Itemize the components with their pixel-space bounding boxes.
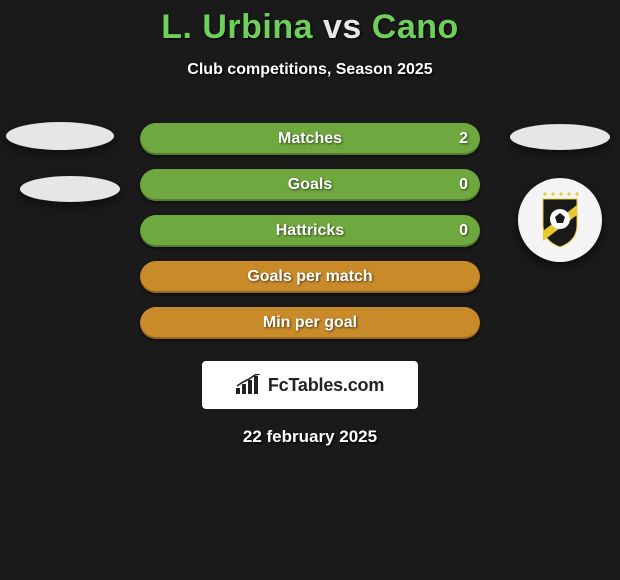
- decorative-ellipse: [6, 122, 114, 150]
- date-label: 22 february 2025: [0, 427, 620, 447]
- branding-text: FcTables.com: [268, 375, 384, 396]
- stat-row: Matches 2: [140, 123, 480, 155]
- stat-label: Matches: [278, 130, 342, 148]
- bar-chart-icon: [236, 374, 262, 396]
- stat-row: Goals 0: [140, 169, 480, 201]
- team-badge: [518, 178, 602, 262]
- stat-right-value: 2: [459, 130, 468, 148]
- stat-right-value: 0: [459, 176, 468, 194]
- stat-label: Goals: [288, 176, 332, 194]
- subtitle: Club competitions, Season 2025: [0, 61, 620, 79]
- stat-label: Min per goal: [263, 314, 357, 332]
- stat-row: Goals per match: [140, 261, 480, 293]
- stat-label: Hattricks: [276, 222, 344, 240]
- branding-box: FcTables.com: [202, 361, 418, 409]
- shield-icon: [525, 185, 595, 255]
- stat-label: Goals per match: [247, 268, 372, 286]
- decorative-ellipse: [510, 124, 610, 150]
- page-title: L. Urbina vs Cano: [0, 0, 620, 47]
- player1-name: L. Urbina: [161, 8, 313, 46]
- stat-row: Hattricks 0: [140, 215, 480, 247]
- stats-container: Matches 2 Goals 0 Hattricks 0 Goals per …: [140, 123, 480, 339]
- decorative-ellipse: [20, 176, 120, 202]
- player2-name: Cano: [372, 8, 459, 46]
- versus-label: vs: [323, 8, 362, 46]
- stat-right-value: 0: [459, 222, 468, 240]
- stat-row: Min per goal: [140, 307, 480, 339]
